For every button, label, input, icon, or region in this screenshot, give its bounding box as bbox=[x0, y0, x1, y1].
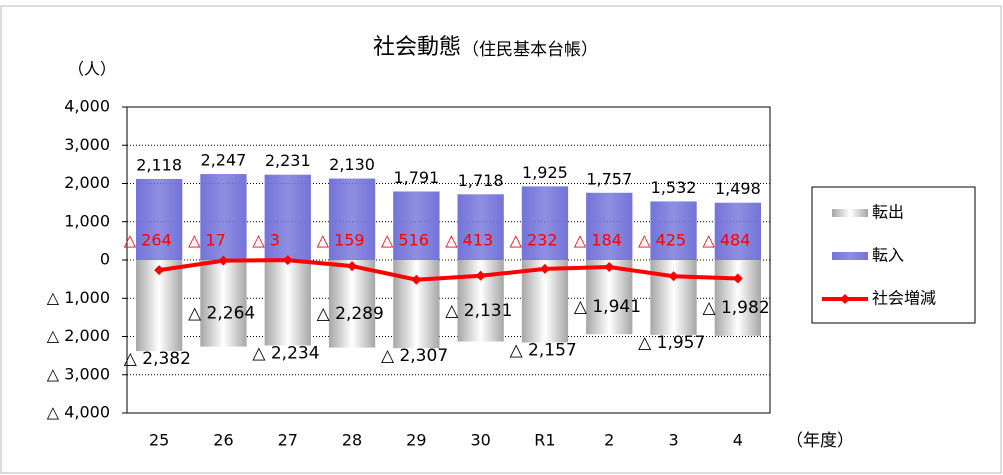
point bbox=[475, 270, 486, 281]
point bbox=[668, 271, 679, 282]
y-tick-label: 1,000 bbox=[64, 211, 110, 230]
x-tick-label: 4 bbox=[733, 431, 743, 450]
data-label: △ 2,307 bbox=[381, 346, 448, 366]
x-tick-label: 30 bbox=[470, 431, 490, 450]
data-label: △ 264 bbox=[124, 231, 172, 250]
data-label: △ 2,234 bbox=[252, 343, 319, 363]
data-label: △ 184 bbox=[574, 231, 622, 250]
bar bbox=[136, 260, 183, 352]
point bbox=[604, 262, 615, 273]
data-label: 2,231 bbox=[265, 151, 311, 170]
bar bbox=[136, 178, 183, 260]
y-tick-label: △ 1,000 bbox=[47, 288, 110, 307]
x-axis-label: （年度） bbox=[786, 431, 854, 451]
data-label: △ 2,382 bbox=[124, 349, 191, 369]
x-tick-label: 3 bbox=[668, 431, 678, 450]
data-label: △ 413 bbox=[445, 231, 493, 250]
x-tick-label: 25 bbox=[149, 431, 169, 450]
data-label: △ 484 bbox=[702, 231, 750, 250]
data-label: 1,791 bbox=[393, 168, 439, 187]
bar bbox=[264, 260, 311, 346]
data-label: △ 17 bbox=[188, 231, 226, 250]
data-label: △ 2,157 bbox=[510, 341, 577, 361]
bar bbox=[586, 260, 633, 335]
data-label: △ 516 bbox=[381, 231, 429, 250]
legend-swatch bbox=[832, 252, 868, 260]
data-label: △ 1,957 bbox=[638, 333, 705, 353]
bar bbox=[200, 174, 247, 260]
bar bbox=[264, 174, 311, 260]
bar bbox=[714, 260, 761, 336]
data-label: △ 425 bbox=[638, 231, 686, 250]
x-tick-label: 29 bbox=[406, 431, 426, 450]
x-tick-label: 28 bbox=[342, 431, 362, 450]
bar bbox=[393, 260, 440, 349]
bar bbox=[586, 192, 633, 260]
y-axis-label: （人） bbox=[68, 60, 116, 79]
legend-label: 転出 bbox=[872, 203, 904, 222]
point bbox=[282, 255, 293, 266]
data-label: △ 1,941 bbox=[574, 297, 641, 317]
legend-label: 転入 bbox=[872, 246, 904, 265]
data-label: 2,130 bbox=[329, 155, 375, 174]
data-label: 1,498 bbox=[715, 179, 761, 198]
bar bbox=[457, 194, 504, 260]
point bbox=[539, 263, 550, 274]
data-label: △ 1,982 bbox=[702, 298, 769, 318]
y-tick-label: △ 3,000 bbox=[47, 364, 110, 383]
x-tick-label: R1 bbox=[534, 431, 555, 450]
data-label: △ 2,264 bbox=[188, 303, 255, 323]
legend-swatch bbox=[832, 209, 868, 217]
data-label: 1,532 bbox=[651, 178, 697, 197]
point bbox=[411, 274, 422, 285]
point bbox=[218, 255, 229, 266]
data-label: 2,247 bbox=[201, 151, 247, 170]
data-label: 1,718 bbox=[458, 171, 504, 190]
data-label: △ 232 bbox=[510, 231, 558, 250]
point bbox=[732, 273, 743, 284]
data-label: 1,925 bbox=[522, 163, 568, 182]
x-tick-label: 2 bbox=[604, 431, 614, 450]
y-tick-label: 3,000 bbox=[64, 135, 110, 154]
y-tick-label: △ 2,000 bbox=[47, 326, 110, 345]
bar bbox=[714, 202, 761, 260]
point bbox=[347, 261, 358, 272]
y-tick-label: △ 4,000 bbox=[47, 403, 110, 422]
data-label: △ 3 bbox=[252, 231, 280, 250]
legend-label: 社会増減 bbox=[872, 289, 936, 308]
data-label: 1,757 bbox=[586, 169, 632, 188]
chart-subtitle: （住民基本台帳） bbox=[462, 40, 598, 60]
y-tick-label: 2,000 bbox=[64, 173, 110, 192]
bar bbox=[650, 201, 697, 260]
y-tick-label: 0 bbox=[100, 250, 110, 269]
bar bbox=[521, 186, 569, 260]
bar bbox=[200, 260, 247, 347]
data-label: △ 2,289 bbox=[317, 304, 384, 324]
bar bbox=[650, 260, 697, 335]
bar bbox=[328, 260, 376, 348]
chart-title: 社会動態 bbox=[373, 35, 461, 60]
x-tick-label: 27 bbox=[278, 431, 298, 450]
legend-swatch bbox=[840, 294, 850, 304]
data-label: △ 2,131 bbox=[445, 301, 512, 321]
y-tick-label: 4,000 bbox=[64, 97, 110, 116]
line bbox=[158, 258, 738, 282]
data-label: 2,118 bbox=[136, 155, 182, 174]
x-tick-label: 26 bbox=[213, 431, 233, 450]
bar bbox=[393, 191, 440, 260]
bar bbox=[328, 178, 376, 260]
point bbox=[154, 265, 165, 276]
data-label: △ 159 bbox=[317, 231, 365, 250]
